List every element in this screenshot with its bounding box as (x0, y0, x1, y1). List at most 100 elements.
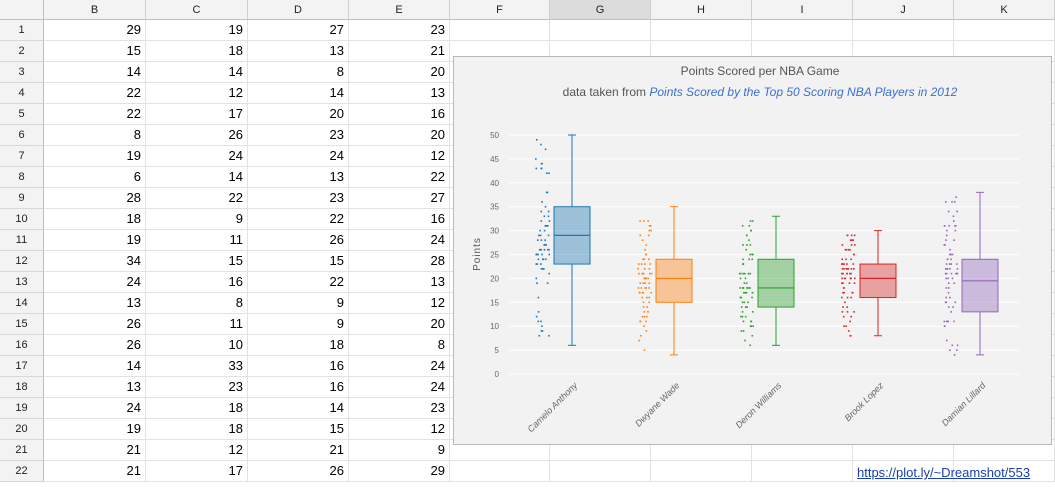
cell-b3[interactable]: 14 (44, 62, 146, 83)
cell-b22[interactable]: 21 (44, 461, 146, 482)
cell-e22[interactable]: 29 (349, 461, 450, 482)
column-header-f[interactable]: F (450, 0, 550, 20)
cell-e11[interactable]: 24 (349, 230, 450, 251)
cell-c16[interactable]: 10 (146, 335, 248, 356)
cell-i22[interactable] (752, 461, 853, 482)
row-header[interactable]: 5 (0, 104, 44, 125)
cell-e19[interactable]: 23 (349, 398, 450, 419)
cell-e20[interactable]: 12 (349, 419, 450, 440)
cell-c3[interactable]: 14 (146, 62, 248, 83)
cell-c7[interactable]: 24 (146, 146, 248, 167)
cell-c22[interactable]: 17 (146, 461, 248, 482)
row-header[interactable]: 17 (0, 356, 44, 377)
cell-d11[interactable]: 26 (248, 230, 349, 251)
box-4[interactable] (859, 263, 897, 299)
cell-i1[interactable] (752, 20, 853, 41)
column-header-e[interactable]: E (349, 0, 450, 20)
cell-c6[interactable]: 26 (146, 125, 248, 146)
row-header[interactable]: 6 (0, 125, 44, 146)
cell-c17[interactable]: 33 (146, 356, 248, 377)
cell-d22[interactable]: 26 (248, 461, 349, 482)
cell-b17[interactable]: 14 (44, 356, 146, 377)
cell-c10[interactable]: 9 (146, 209, 248, 230)
cell-d12[interactable]: 15 (248, 251, 349, 272)
row-header[interactable]: 1 (0, 20, 44, 41)
cell-d6[interactable]: 23 (248, 125, 349, 146)
cell-b20[interactable]: 19 (44, 419, 146, 440)
cell-e8[interactable]: 22 (349, 167, 450, 188)
column-header-j[interactable]: J (853, 0, 954, 20)
cell-c19[interactable]: 18 (146, 398, 248, 419)
cell-d19[interactable]: 14 (248, 398, 349, 419)
cell-b21[interactable]: 21 (44, 440, 146, 461)
cell-e10[interactable]: 16 (349, 209, 450, 230)
box-5[interactable] (961, 258, 999, 313)
cell-c5[interactable]: 17 (146, 104, 248, 125)
cell-b18[interactable]: 13 (44, 377, 146, 398)
row-header[interactable]: 14 (0, 293, 44, 314)
cell-c1[interactable]: 19 (146, 20, 248, 41)
cell-e18[interactable]: 24 (349, 377, 450, 398)
cell-c14[interactable]: 8 (146, 293, 248, 314)
row-header[interactable]: 20 (0, 419, 44, 440)
cell-e9[interactable]: 27 (349, 188, 450, 209)
cell-f22[interactable] (450, 461, 550, 482)
cell-c4[interactable]: 12 (146, 83, 248, 104)
cell-g21[interactable] (550, 440, 651, 461)
row-header[interactable]: 4 (0, 83, 44, 104)
row-header[interactable]: 12 (0, 251, 44, 272)
cell-d7[interactable]: 24 (248, 146, 349, 167)
cell-d16[interactable]: 18 (248, 335, 349, 356)
column-header-b[interactable]: B (44, 0, 146, 20)
row-header[interactable]: 10 (0, 209, 44, 230)
cell-d2[interactable]: 13 (248, 41, 349, 62)
row-header[interactable]: 2 (0, 41, 44, 62)
box-3[interactable] (757, 258, 795, 308)
cell-c8[interactable]: 14 (146, 167, 248, 188)
cell-e17[interactable]: 24 (349, 356, 450, 377)
cell-b16[interactable]: 26 (44, 335, 146, 356)
cell-c15[interactable]: 11 (146, 314, 248, 335)
cell-b14[interactable]: 13 (44, 293, 146, 314)
cell-b7[interactable]: 19 (44, 146, 146, 167)
row-header[interactable]: 7 (0, 146, 44, 167)
cell-b5[interactable]: 22 (44, 104, 146, 125)
cell-e16[interactable]: 8 (349, 335, 450, 356)
cell-e2[interactable]: 21 (349, 41, 450, 62)
cell-h1[interactable] (651, 20, 752, 41)
cell-d5[interactable]: 20 (248, 104, 349, 125)
cell-c21[interactable]: 12 (146, 440, 248, 461)
column-header-i[interactable]: I (752, 0, 853, 20)
cell-e6[interactable]: 20 (349, 125, 450, 146)
cell-d14[interactable]: 9 (248, 293, 349, 314)
row-header[interactable]: 15 (0, 314, 44, 335)
cell-c12[interactable]: 15 (146, 251, 248, 272)
cell-b1[interactable]: 29 (44, 20, 146, 41)
cell-e3[interactable]: 20 (349, 62, 450, 83)
cell-j1[interactable] (853, 20, 954, 41)
row-header[interactable]: 13 (0, 272, 44, 293)
cell-e12[interactable]: 28 (349, 251, 450, 272)
column-header-d[interactable]: D (248, 0, 349, 20)
cell-d4[interactable]: 14 (248, 83, 349, 104)
cell-d3[interactable]: 8 (248, 62, 349, 83)
cell-b15[interactable]: 26 (44, 314, 146, 335)
cell-k1[interactable] (954, 20, 1055, 41)
cell-d9[interactable]: 23 (248, 188, 349, 209)
cell-d1[interactable]: 27 (248, 20, 349, 41)
cell-f21[interactable] (450, 440, 550, 461)
cell-e13[interactable]: 13 (349, 272, 450, 293)
cell-g22[interactable] (550, 461, 651, 482)
cell-d18[interactable]: 16 (248, 377, 349, 398)
cell-d17[interactable]: 16 (248, 356, 349, 377)
cell-e5[interactable]: 16 (349, 104, 450, 125)
cell-j21[interactable] (853, 440, 954, 461)
cell-g1[interactable] (550, 20, 651, 41)
cell-d21[interactable]: 21 (248, 440, 349, 461)
row-header[interactable]: 21 (0, 440, 44, 461)
row-header[interactable]: 16 (0, 335, 44, 356)
cell-c2[interactable]: 18 (146, 41, 248, 62)
chart-panel[interactable]: Points Scored per NBA Game data taken fr… (453, 56, 1052, 445)
cell-h22[interactable] (651, 461, 752, 482)
row-header[interactable]: 8 (0, 167, 44, 188)
